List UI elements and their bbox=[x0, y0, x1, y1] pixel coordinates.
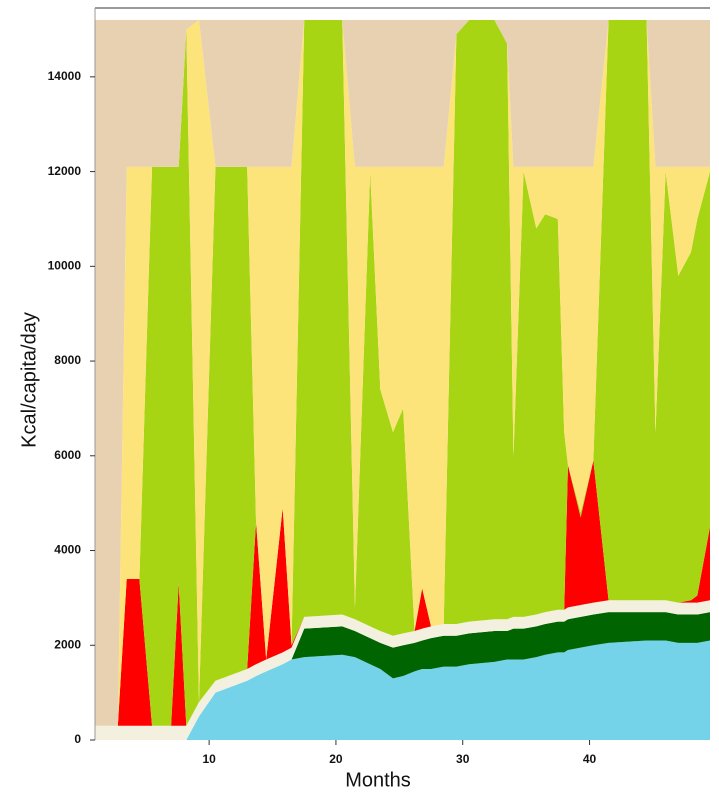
x-tick-label: 10 bbox=[202, 752, 216, 766]
y-tick-label: 0 bbox=[74, 732, 81, 746]
area-layer bbox=[95, 460, 710, 726]
y-tick-label: 14000 bbox=[48, 69, 82, 83]
y-tick-label: 6000 bbox=[54, 448, 81, 462]
y-tick-label: 2000 bbox=[54, 637, 81, 651]
area-layer bbox=[95, 600, 710, 740]
y-tick-label: 12000 bbox=[48, 164, 82, 178]
y-tick-label: 4000 bbox=[54, 543, 81, 557]
area-layer bbox=[95, 612, 710, 740]
area-layer bbox=[95, 20, 710, 726]
x-tick-label: 30 bbox=[456, 752, 470, 766]
x-tick-label: 20 bbox=[329, 752, 343, 766]
x-tick-label: 40 bbox=[583, 752, 597, 766]
y-tick-label: 8000 bbox=[54, 353, 81, 367]
x-axis-title: Months bbox=[345, 769, 411, 791]
area-layer bbox=[95, 640, 710, 740]
area-layer bbox=[95, 20, 710, 726]
y-tick-label: 10000 bbox=[48, 258, 82, 272]
y-axis-title: Kcal/capita/day bbox=[18, 312, 40, 448]
plot-area bbox=[95, 20, 710, 740]
area-layer bbox=[95, 20, 710, 726]
